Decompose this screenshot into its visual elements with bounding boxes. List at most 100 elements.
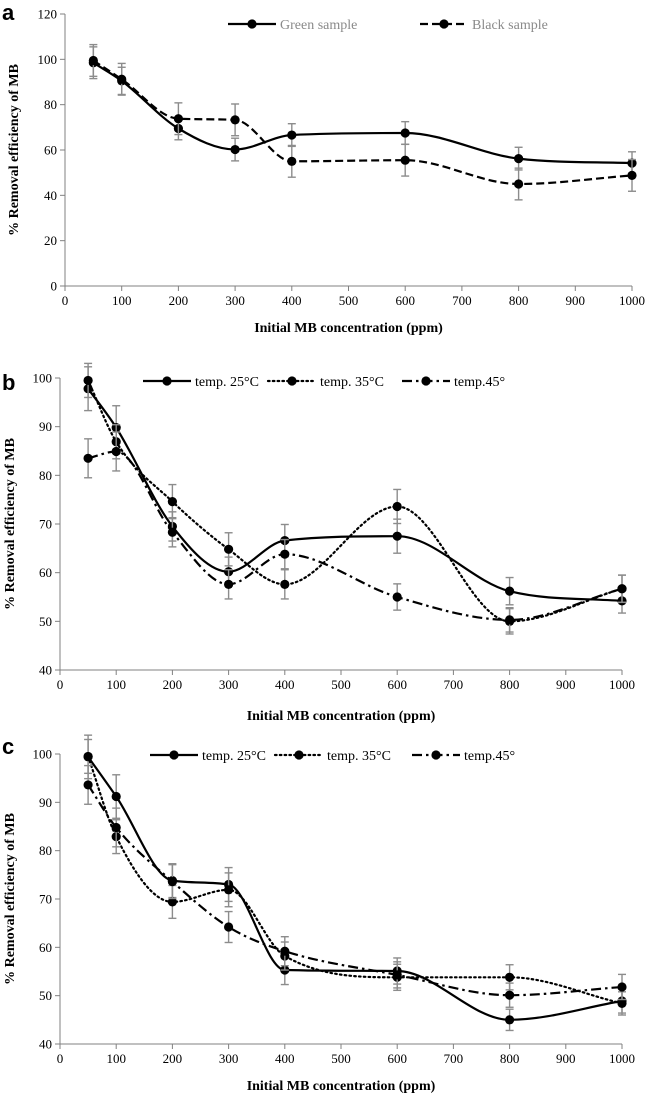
x-tick-label: 900 [556,1051,576,1066]
x-tick-label: 600 [395,293,415,308]
data-point [505,586,515,596]
data-point [505,1015,515,1025]
data-point [224,579,234,589]
y-tick-label: 70 [39,892,52,907]
x-tick-label: 500 [331,677,351,692]
legend-label: temp. 25°C [195,375,259,390]
data-point [280,579,290,589]
y-tick-label: 60 [39,940,52,955]
series-line [92,59,633,186]
data-point [111,822,121,833]
y-tick-label: 100 [33,747,53,762]
legend-label: temp. 35°C [327,749,391,764]
data-point [167,497,177,507]
x-tick-label: 0 [62,293,69,308]
data-point [280,549,290,559]
data-point [392,501,402,512]
y-tick-label: 120 [38,7,58,22]
legend-marker [169,750,179,760]
data-point [287,156,297,166]
series-0 [83,366,627,614]
y-tick-label: 20 [44,233,57,248]
data-point [167,897,177,907]
legend-label: Green sample [280,18,357,33]
data-point [400,155,410,165]
data-point [505,615,515,625]
x-tick-label: 300 [219,1051,239,1066]
x-tick-label: 100 [112,293,132,308]
data-point [514,154,524,164]
x-tick-label: 300 [225,293,245,308]
y-tick-label: 100 [33,371,53,386]
legend-entry: Green sample [228,18,357,33]
series-line [87,784,623,997]
x-tick-label: 800 [500,677,520,692]
legend-entry: temp. 35°C [273,749,391,764]
series-0 [83,734,627,1032]
y-tick-label: 80 [44,97,57,112]
data-point [392,592,402,602]
x-tick-label: 300 [219,677,239,692]
y-tick-label: 100 [38,52,58,67]
series-1 [83,362,627,635]
legend-marker [439,19,449,29]
x-tick-label: 600 [387,677,407,692]
data-point [224,885,234,895]
data-point [287,130,297,140]
data-point [167,527,177,537]
data-point [83,375,93,386]
data-point [617,998,627,1009]
data-point [224,922,234,932]
series-line [92,61,633,165]
data-point [627,170,637,180]
legend-entry: temp. 25°C [150,749,266,764]
y-tick-label: 90 [39,795,52,810]
series-line [87,756,623,1021]
x-tick-label: 100 [106,1051,126,1066]
legend-label: temp.45° [464,749,515,764]
legend-label: temp.45° [454,375,505,390]
legend-entry: Black sample [420,18,548,33]
series-line [87,388,623,602]
x-tick-label: 900 [556,677,576,692]
x-axis-title: Initial MB concentration (ppm) [247,709,436,724]
y-axis-title: % Removal efficiency of MB [7,64,22,236]
x-tick-label: 200 [163,677,183,692]
legend-marker [431,750,441,760]
x-tick-label: 700 [444,1051,464,1066]
data-point [230,115,240,125]
legend-entry: temp.45° [412,749,515,764]
x-tick-label: 1000 [609,1051,635,1066]
legend-label: temp. 25°C [202,749,266,764]
y-tick-label: 80 [39,468,52,483]
panel-letter: c [2,734,14,759]
series-2 [83,764,627,1008]
data-point [280,946,290,956]
y-tick-label: 40 [39,663,52,678]
x-tick-label: 500 [331,1051,351,1066]
y-tick-label: 90 [39,419,52,434]
legend-marker [294,750,304,760]
x-tick-label: 700 [444,677,464,692]
data-point [83,780,93,790]
y-axis-title: % Removal efficiency of MB [3,438,18,610]
data-point [173,114,183,124]
data-point [392,970,402,980]
panel-letter: a [2,0,15,25]
x-tick-label: 100 [106,677,126,692]
legend-label: temp. 35°C [320,375,384,390]
x-tick-label: 900 [566,293,586,308]
data-point [88,55,98,66]
data-point [117,74,127,84]
y-tick-label: 60 [39,565,52,580]
data-point [392,531,402,541]
x-tick-label: 400 [282,293,302,308]
panel-letter: b [2,370,15,395]
x-tick-label: 400 [275,1051,295,1066]
series-line [87,379,624,623]
y-tick-label: 50 [39,988,52,1003]
